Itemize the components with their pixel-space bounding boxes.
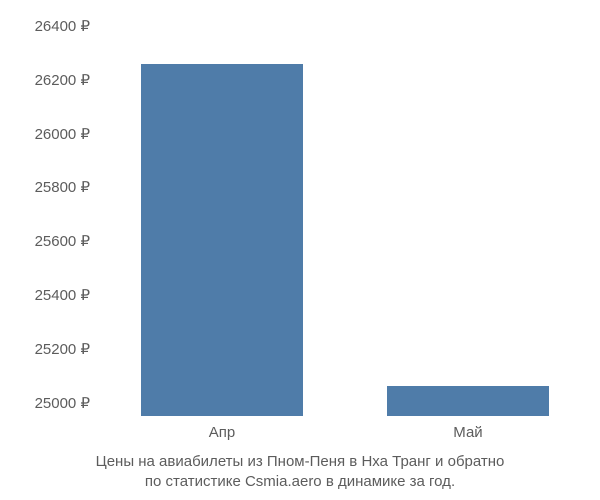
- plot-area: [100, 18, 590, 416]
- price-chart: 25000 ₽ 25200 ₽ 25400 ₽ 25600 ₽ 25800 ₽ 26000…: [0, 0, 600, 500]
- y-tick-label: 26200 ₽: [35, 71, 90, 89]
- bar: [141, 64, 303, 416]
- y-tick-label: 25800 ₽: [35, 178, 90, 196]
- caption-line-1: Цены на авиабилеты из Пном-Пеня в Нха Тр…: [0, 452, 600, 472]
- y-tick-label: 26400 ₽: [35, 17, 90, 35]
- x-tick-label: Май: [453, 424, 482, 441]
- x-tick-label: Апр: [209, 424, 235, 441]
- y-axis: 25000 ₽ 25200 ₽ 25400 ₽ 25600 ₽ 25800 ₽ 26000…: [0, 0, 95, 420]
- chart-caption: Цены на авиабилеты из Пном-Пеня в Нха Тр…: [0, 452, 600, 493]
- y-tick-label: 25400 ₽: [35, 286, 90, 304]
- caption-line-2: по статистике Csmia.aero в динамике за г…: [0, 472, 600, 492]
- y-tick-label: 25000 ₽: [35, 394, 90, 412]
- x-axis: Апр Май: [100, 420, 590, 450]
- y-tick-label: 25600 ₽: [35, 232, 90, 250]
- y-tick-label: 26000 ₽: [35, 125, 90, 143]
- bar: [387, 386, 549, 416]
- y-tick-label: 25200 ₽: [35, 340, 90, 358]
